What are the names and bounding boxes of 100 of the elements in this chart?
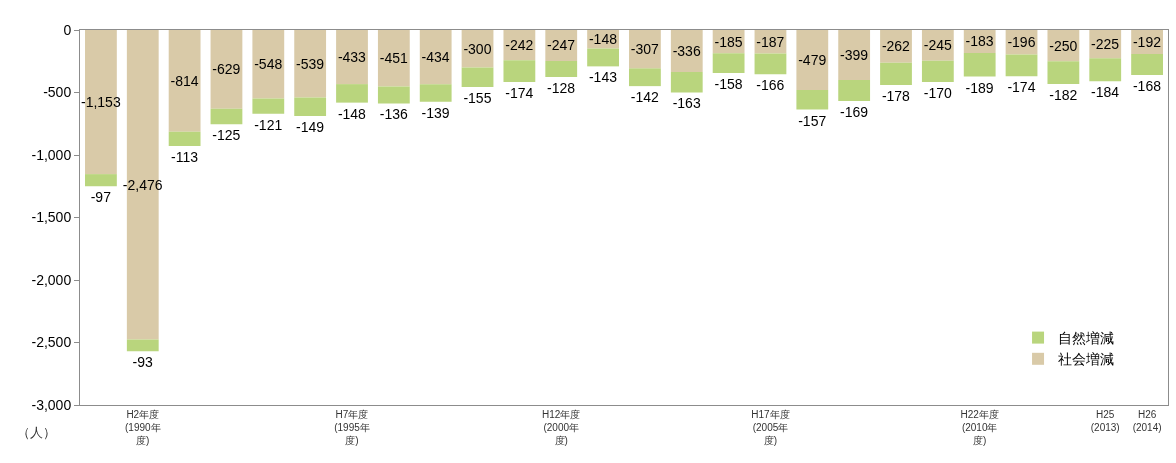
data-label: -148 (588, 31, 618, 48)
x-tick-label: H22年度 (2010年度) (960, 409, 999, 446)
data-label: -142 (630, 89, 660, 106)
bar (921, 60, 954, 82)
legend-label: 自然増減 (1058, 330, 1115, 347)
bar (419, 84, 452, 102)
data-label: -163 (672, 95, 701, 112)
x-tick-label: H7年度 (1995年度) (334, 409, 370, 446)
bar (629, 68, 661, 87)
data-label: -182 (1049, 87, 1078, 103)
data-label: -629 (212, 61, 241, 78)
data-label: -433 (337, 49, 367, 66)
data-label: -139 (421, 104, 450, 121)
bar (252, 98, 285, 114)
data-label: -250 (1049, 37, 1078, 54)
data-label: -168 (1132, 78, 1162, 94)
x-tick-label: H25 (2013) (1090, 409, 1120, 433)
bar (210, 108, 243, 125)
bar (126, 339, 159, 352)
data-label: -136 (379, 106, 408, 123)
bar (587, 48, 619, 67)
y-tick-label: 0 (63, 21, 72, 38)
bar (210, 30, 243, 109)
data-label: -307 (630, 41, 660, 58)
data-label: -399 (840, 46, 869, 63)
data-label: -158 (714, 75, 743, 92)
data-label: -192 (1132, 34, 1162, 50)
bar (503, 60, 536, 82)
bar (336, 84, 368, 103)
bar (754, 53, 787, 75)
data-label: -155 (463, 89, 492, 106)
data-label: -121 (254, 116, 283, 133)
data-label: -128 (547, 79, 576, 96)
data-label: -242 (505, 37, 534, 54)
legend-label: 社会増減 (1058, 351, 1115, 368)
bar (168, 30, 201, 132)
data-label: -2,476 (122, 176, 163, 193)
data-label: -143 (588, 69, 618, 86)
data-label: -814 (170, 72, 199, 89)
bar (461, 67, 494, 87)
bar (1047, 61, 1080, 84)
bar (796, 89, 829, 110)
data-label: -434 (421, 49, 450, 66)
bar (712, 53, 745, 73)
data-label: -174 (505, 85, 534, 101)
data-label: -225 (1091, 36, 1120, 53)
bar (85, 174, 117, 187)
data-label: -262 (881, 38, 911, 55)
data-label: -1,153 (80, 94, 121, 111)
data-label: -300 (463, 40, 492, 57)
y-axis-title: （人） (17, 425, 56, 440)
data-label: -336 (672, 43, 701, 59)
data-label: -196 (1007, 34, 1036, 51)
data-label: -166 (756, 77, 785, 94)
bar (419, 30, 452, 85)
bar (377, 30, 410, 87)
data-label: -187 (756, 33, 785, 50)
data-label: -539 (296, 55, 325, 72)
y-tick-label: -3,000 (31, 396, 72, 413)
data-label: -189 (965, 79, 994, 96)
x-tick-label: H26 (2014) (1132, 409, 1162, 433)
x-tick-label: H12年度 (2000年度) (542, 409, 581, 446)
bar (377, 86, 410, 104)
y-tick-label: -1,500 (31, 209, 72, 226)
data-label: -125 (212, 127, 241, 144)
data-label: -247 (547, 37, 576, 54)
data-label: -185 (714, 33, 743, 50)
data-label: -245 (923, 37, 952, 54)
data-label: -174 (1007, 79, 1036, 96)
bar (336, 30, 368, 85)
data-label: -149 (296, 119, 325, 135)
data-label: -169 (840, 104, 869, 120)
bar (796, 30, 829, 90)
x-tick-label: H17年度 (2005年度) (751, 409, 790, 446)
y-tick-label: -2,000 (31, 271, 72, 288)
bar (670, 72, 703, 93)
x-tick-label: H2年度 (1990年度) (124, 409, 161, 446)
data-label: -170 (923, 84, 952, 101)
bar (252, 30, 285, 99)
bar (294, 30, 327, 98)
data-label: -451 (379, 50, 408, 67)
data-label: -479 (798, 51, 827, 68)
data-label: -113 (171, 148, 199, 165)
y-tick-label: -500 (43, 84, 72, 101)
data-label: -548 (254, 56, 283, 73)
y-tick-label: -2,500 (31, 334, 72, 351)
data-label: -148 (337, 105, 367, 122)
data-label: -157 (798, 112, 827, 129)
bar (168, 131, 201, 146)
data-label: -178 (881, 88, 911, 104)
bar (880, 62, 912, 85)
bar (838, 79, 871, 101)
bar (294, 97, 327, 116)
bar (838, 30, 871, 80)
bar (963, 52, 996, 77)
data-label: -184 (1091, 84, 1120, 101)
bar (545, 60, 578, 77)
data-label: -183 (965, 33, 994, 50)
bar (1131, 54, 1163, 75)
bar (1005, 54, 1038, 77)
